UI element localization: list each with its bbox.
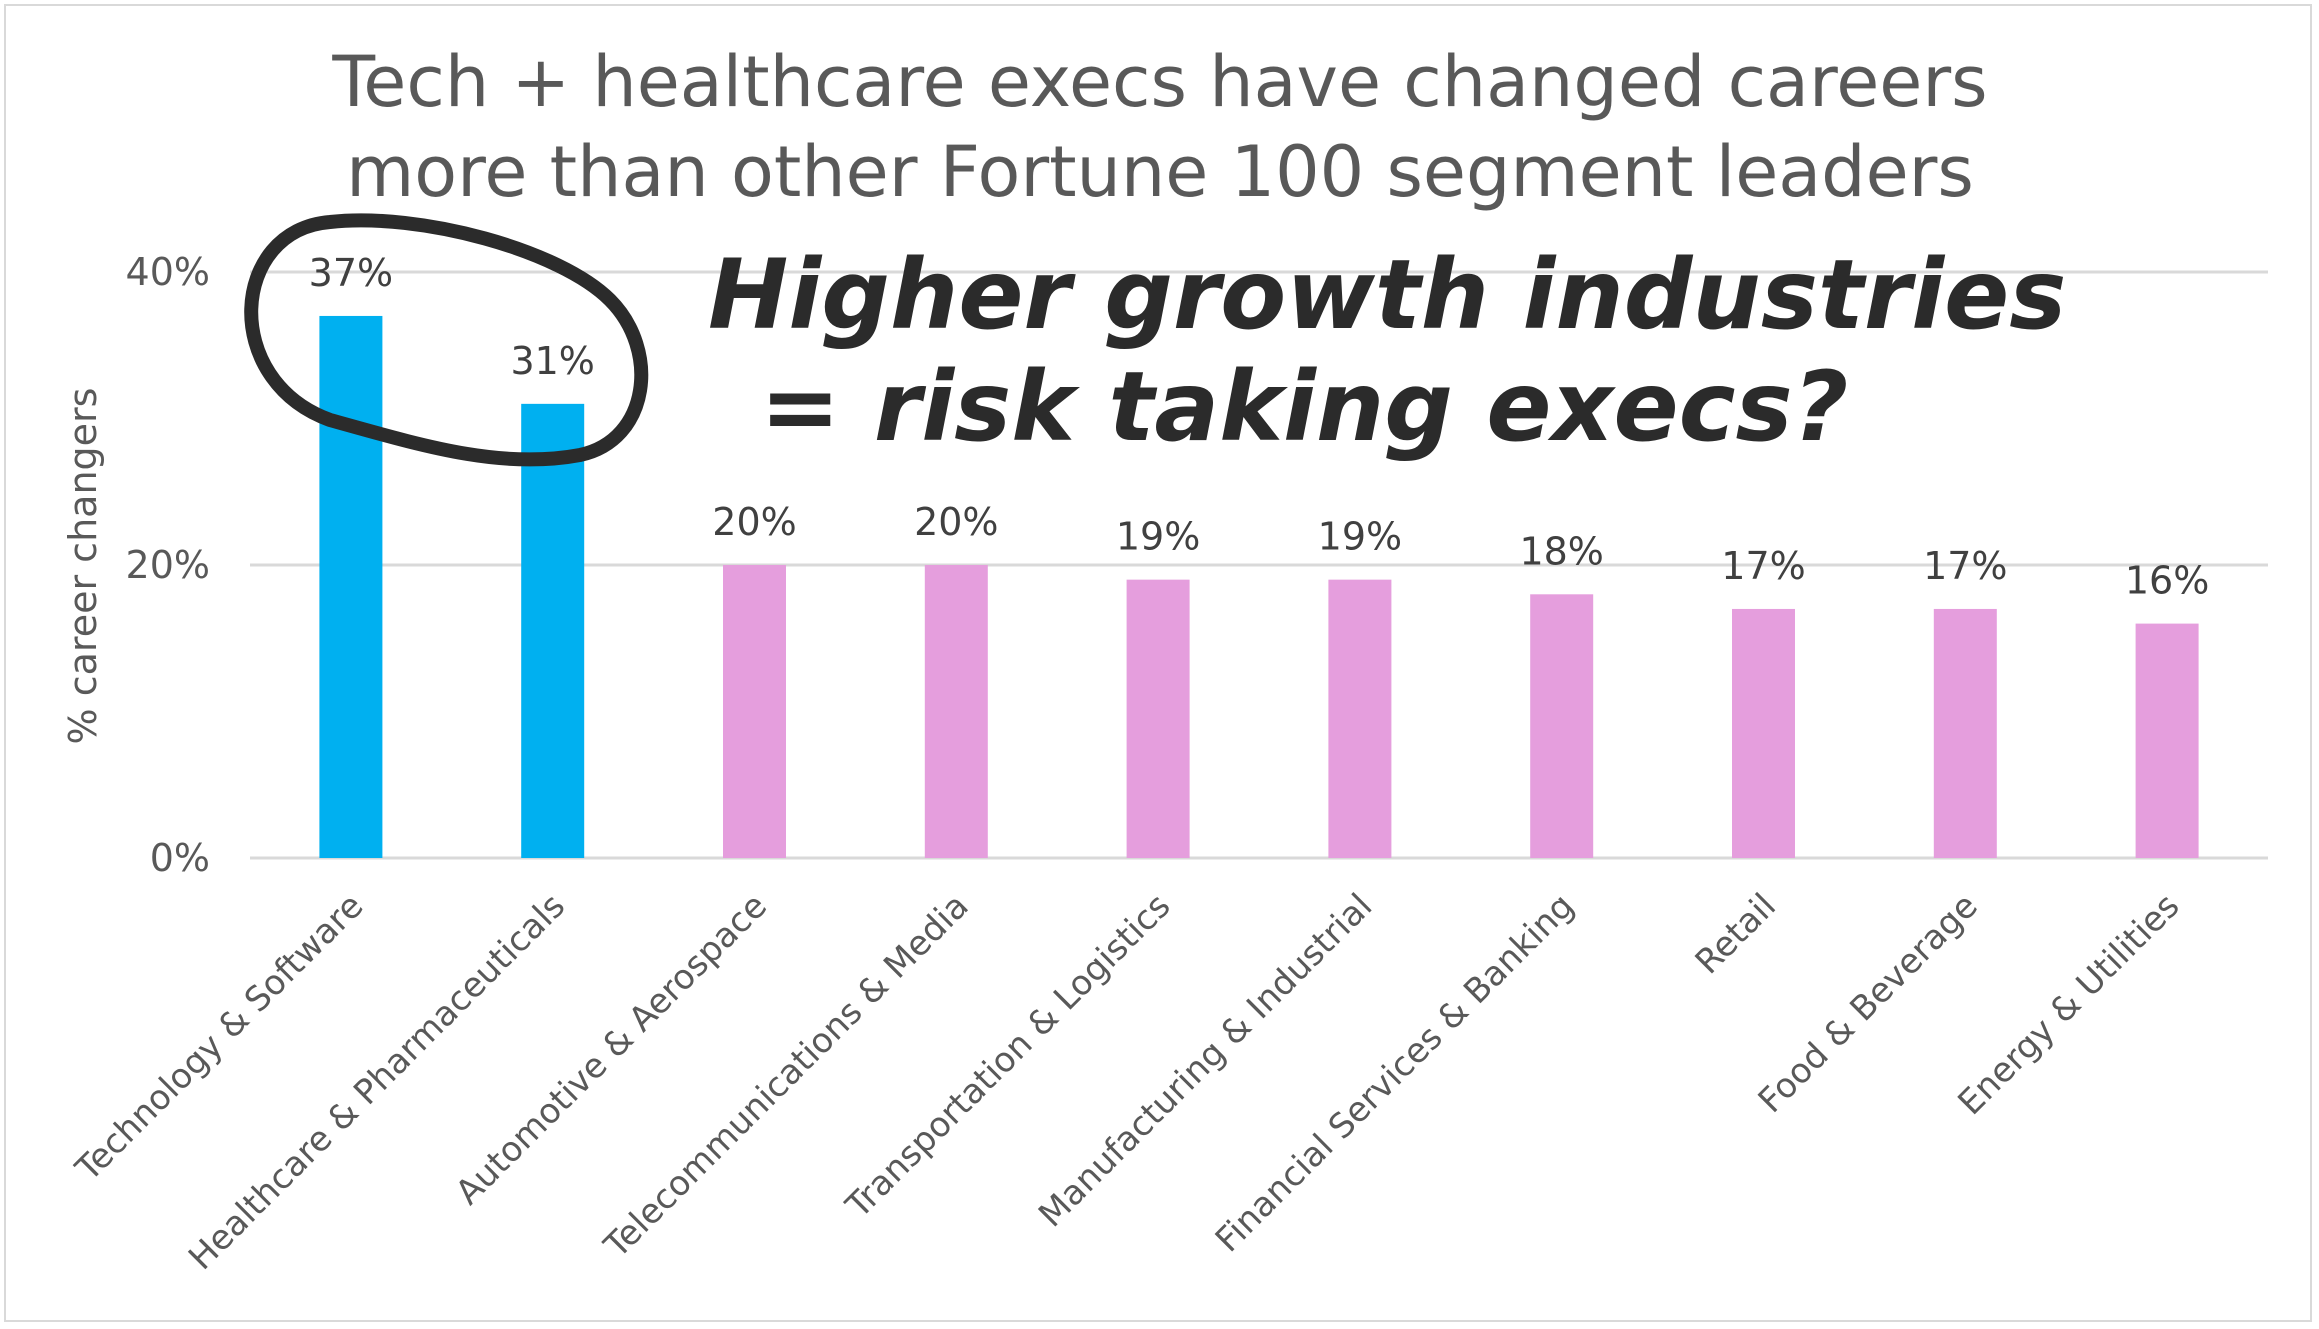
bar [1530,594,1594,858]
category-label: Food & Beverage [1751,886,1986,1121]
category-label: Telecommunications & Media [596,886,977,1267]
chart-title: Tech + healthcare execs have changed car… [331,41,1987,213]
bar [319,315,383,858]
bar [521,403,585,858]
category-label: Retail [1688,886,1784,982]
data-label: 37% [309,251,393,295]
gridlines [250,270,2268,860]
bars [319,315,2199,858]
y-tick-label: 40% [126,250,210,294]
data-label: 20% [914,500,998,544]
handwritten-annotation: Higher growth industries = risk taking e… [244,213,2066,467]
data-label: 19% [1116,515,1200,559]
bar [924,565,988,858]
annotation-line-2: = risk taking execs? [760,351,1848,463]
bar [1933,608,1997,858]
data-label: 17% [1721,544,1805,588]
category-label: Transportation & Logistics [838,886,1179,1227]
y-tick-label: 20% [126,543,210,587]
bar [1126,579,1190,858]
annotation-line-1: Higher growth industries [708,239,2066,351]
chart-title-line-1: Tech + healthcare execs have changed car… [331,41,1987,123]
bar [2135,623,2199,858]
data-labels: 37% 31% 20% 20% 19% 19% 18% 17% 17% 16% [309,251,2210,603]
category-label: Healthcare & Pharmaceuticals [181,886,573,1278]
data-label: 16% [2125,559,2209,603]
data-label: 31% [510,339,594,383]
y-tick-label: 0% [150,836,210,880]
data-label: 17% [1923,544,2007,588]
chart-title-line-2: more than other Fortune 100 segment lead… [346,131,1974,213]
data-label: 19% [1318,515,1402,559]
data-label: 18% [1519,529,1603,573]
y-axis-title: % career changers [61,388,105,745]
y-axis-ticks: 0% 20% 40% [126,250,210,880]
data-label: 20% [712,500,796,544]
bar [1328,579,1392,858]
category-label: Financial Services & Banking [1208,886,1582,1260]
highlight-circle-annotation [244,213,649,467]
bar [1732,608,1795,858]
category-label: Energy & Utilities [1950,886,2187,1123]
category-label: Manufacturing & Industrial [1031,886,1380,1235]
bar [723,565,786,858]
